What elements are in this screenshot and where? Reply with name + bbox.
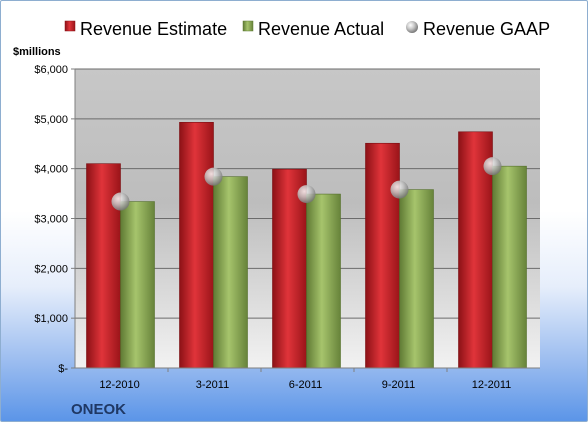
y-tick-label: $5,000 bbox=[34, 114, 68, 126]
legend-label-estimate: Revenue Estimate bbox=[80, 19, 227, 39]
bar-revenue-estimate bbox=[365, 142, 400, 369]
legend-swatch-estimate bbox=[64, 20, 76, 32]
unit-label: $millions bbox=[13, 46, 61, 58]
marker-revenue-gaap bbox=[297, 185, 316, 204]
x-tick-label: 6-2011 bbox=[289, 379, 322, 391]
legend-marker-gaap bbox=[406, 21, 418, 33]
legend-label-gaap: Revenue GAAP bbox=[423, 19, 550, 39]
bar-revenue-actual bbox=[399, 189, 434, 369]
y-tick-label: $1,000 bbox=[34, 313, 68, 325]
bar-revenue-actual bbox=[120, 201, 155, 369]
marker-revenue-gaap bbox=[483, 157, 502, 176]
company-label: ONEOK bbox=[71, 401, 126, 418]
x-tick-label: 9-2011 bbox=[382, 379, 415, 391]
x-tick-label: 12-2011 bbox=[472, 379, 512, 391]
y-tick-label: $- bbox=[58, 363, 68, 375]
y-tick-label: $2,000 bbox=[34, 263, 68, 275]
bar-revenue-actual bbox=[492, 165, 527, 369]
bar-revenue-estimate bbox=[179, 122, 214, 369]
marker-revenue-gaap bbox=[204, 167, 223, 186]
bar-revenue-actual bbox=[213, 176, 248, 369]
gaap-markers bbox=[111, 157, 502, 211]
marker-revenue-gaap bbox=[111, 192, 130, 211]
marker-revenue-gaap bbox=[390, 180, 409, 199]
y-tick-label: $4,000 bbox=[34, 164, 68, 176]
y-tick-label: $6,000 bbox=[34, 64, 68, 76]
x-tick-labels: 12-2010 3-2011 6-2011 9-2011 12-2011 bbox=[99, 368, 511, 391]
y-tick-label: $3,000 bbox=[34, 214, 68, 226]
x-tick-label: 3-2011 bbox=[196, 379, 229, 391]
legend-swatch-actual bbox=[242, 20, 254, 32]
legend-label-actual: Revenue Actual bbox=[258, 19, 384, 39]
legend: Revenue Estimate Revenue Actual Revenue … bbox=[64, 19, 550, 39]
bar-revenue-actual bbox=[306, 193, 341, 369]
y-tick-labels: $- $1,000 $2,000 $3,000 $4,000 $5,000 $6,000 bbox=[34, 64, 75, 375]
x-tick-label: 12-2010 bbox=[99, 379, 139, 391]
